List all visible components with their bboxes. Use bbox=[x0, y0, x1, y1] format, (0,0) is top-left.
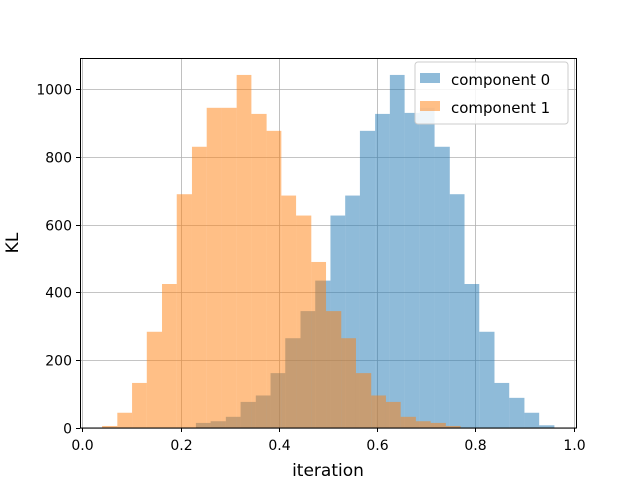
y-tick-label: 400 bbox=[45, 286, 72, 302]
legend-label-component-0: component 0 bbox=[451, 71, 550, 89]
axis-ticks: 0.0 0.2 0.4 0.6 0.8 1.0 0 200 400 600 800 1000 bbox=[36, 83, 585, 455]
histogram-bar bbox=[449, 194, 465, 428]
histogram-bar bbox=[311, 261, 327, 428]
histogram-bar bbox=[494, 382, 510, 428]
legend-swatch-component-0 bbox=[420, 73, 440, 83]
x-tick-label: 1.0 bbox=[563, 438, 585, 454]
histogram-bar bbox=[524, 412, 540, 428]
histogram-bar bbox=[132, 382, 147, 428]
y-tick-label: 0 bbox=[63, 422, 72, 438]
x-tick-label: 0.4 bbox=[268, 438, 290, 454]
histogram-bar bbox=[375, 113, 390, 428]
histogram-bar bbox=[389, 74, 405, 428]
histogram-bar bbox=[400, 416, 416, 428]
y-tick-label: 1000 bbox=[36, 83, 72, 99]
histogram-bar bbox=[102, 425, 118, 428]
histogram-bar bbox=[236, 74, 252, 428]
y-tick-label: 600 bbox=[45, 219, 72, 235]
histogram-bars bbox=[102, 74, 555, 428]
histogram-bar bbox=[509, 397, 525, 428]
x-tick-label: 0.8 bbox=[464, 438, 486, 454]
histogram-bar bbox=[341, 338, 356, 428]
histogram-bar bbox=[296, 215, 312, 428]
histogram-bar bbox=[176, 194, 192, 428]
histogram-bar bbox=[479, 331, 495, 428]
legend: component 0 component 1 bbox=[414, 61, 569, 125]
histogram-bar bbox=[206, 107, 222, 428]
histogram-bar bbox=[266, 130, 282, 428]
x-axis-label: iteration bbox=[292, 461, 364, 480]
histogram-bar bbox=[251, 113, 267, 428]
histogram-bar bbox=[117, 412, 133, 428]
histogram-bar bbox=[464, 284, 480, 428]
plot-frame bbox=[80, 58, 577, 429]
y-axis-label: KL bbox=[3, 232, 23, 253]
histogram-bar bbox=[326, 311, 342, 428]
histogram-bar bbox=[359, 130, 376, 428]
histogram-bar bbox=[419, 107, 435, 428]
x-tick-label: 0.2 bbox=[170, 438, 192, 454]
histogram-bar bbox=[404, 112, 420, 428]
histogram-bar bbox=[445, 425, 461, 428]
histogram-bar bbox=[162, 284, 177, 428]
histogram-bar bbox=[385, 401, 401, 428]
x-tick-label: 0.0 bbox=[71, 438, 93, 454]
y-tick-label: 800 bbox=[45, 151, 72, 167]
legend-label-component-1: component 1 bbox=[451, 99, 550, 117]
histogram-bar bbox=[415, 421, 431, 428]
series-1-bars bbox=[102, 74, 461, 428]
histogram-bar bbox=[355, 373, 372, 428]
y-tick-label: 200 bbox=[45, 354, 72, 370]
histogram-bar bbox=[430, 422, 446, 428]
histogram-bar bbox=[539, 425, 555, 428]
x-tick-label: 0.6 bbox=[366, 438, 388, 454]
legend-swatch-component-1 bbox=[420, 101, 440, 111]
histogram-bar bbox=[146, 331, 163, 428]
histogram-bar bbox=[281, 195, 297, 428]
histogram-bar bbox=[191, 146, 207, 428]
histogram-bar bbox=[371, 395, 386, 428]
histogram-bar bbox=[221, 107, 237, 428]
legend-box bbox=[414, 61, 569, 125]
histogram-bar bbox=[434, 146, 450, 428]
